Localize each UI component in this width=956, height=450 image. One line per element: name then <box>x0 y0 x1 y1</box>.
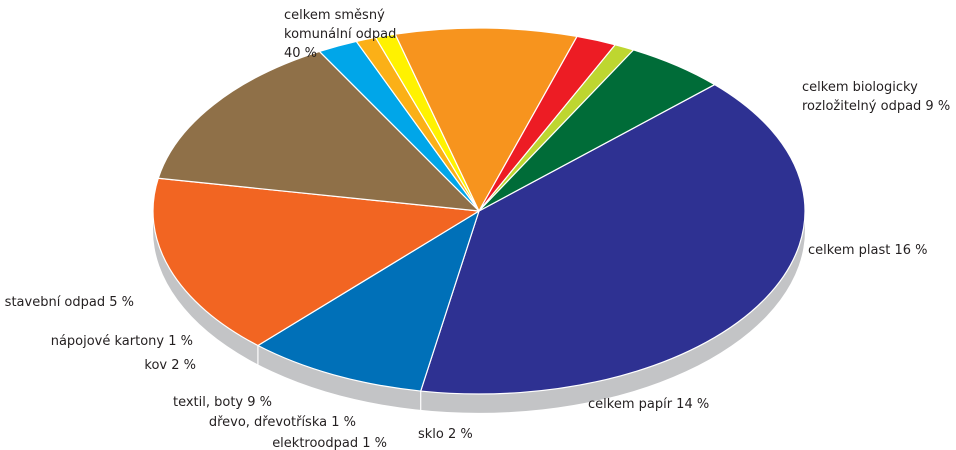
pie-slice <box>157 50 480 212</box>
slice-label: textil, boty 9 % <box>173 395 272 410</box>
pie-slice <box>152 177 480 347</box>
slice-label: nápojové kartony 1 % <box>51 334 193 349</box>
pie-slice <box>394 27 578 212</box>
slice-labels: celkem směsný komunální odpad 40 % celkem b… <box>5 8 951 450</box>
pie-slices <box>152 27 806 395</box>
pie-slice <box>420 83 806 395</box>
slice-label: kov 2 % <box>144 358 196 373</box>
slice-label: stavební odpad 5 % <box>5 295 134 310</box>
slice-label: sklo 2 % <box>418 427 473 442</box>
slice-label: celkem papír 14 % <box>588 397 709 412</box>
slice-label: celkem plast 16 % <box>808 243 927 258</box>
pie-3d-side <box>153 211 805 413</box>
slice-label: celkem směsný komunální odpad 40 % <box>284 8 396 61</box>
pie-slice <box>257 210 480 392</box>
pie-slice <box>478 49 716 212</box>
slice-label: elektroodpad 1 % <box>272 436 387 450</box>
slice-label: dřevo, dřevotříska 1 % <box>209 415 356 430</box>
slice-label: celkem biologicky rozložitelný odpad 9 % <box>802 80 950 114</box>
